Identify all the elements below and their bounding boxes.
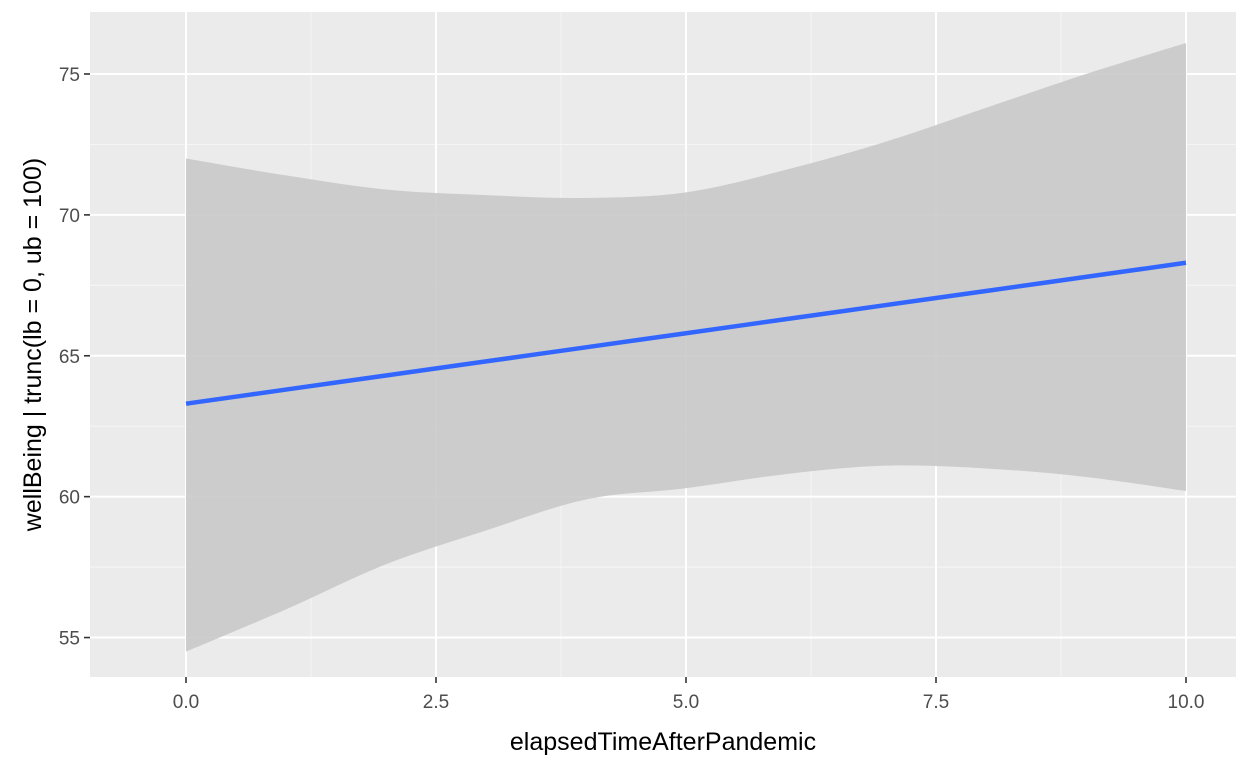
confidence-ribbon (186, 43, 1186, 652)
y-axis-title: wellBeing | trunc(lb = 0, ub = 100) (19, 158, 47, 532)
y-tick-label: 65 (59, 347, 80, 368)
smooth-trend-line (185, 260, 1187, 406)
y-tick-label: 70 (59, 206, 80, 227)
x-tick-label: 5.0 (673, 692, 699, 713)
x-axis: 0.0 2.5 5.0 7.5 10.0 (173, 677, 1205, 713)
x-tick-label: 2.5 (423, 692, 449, 713)
x-tick-label: 0.0 (173, 692, 199, 713)
y-tick-label: 60 (59, 488, 80, 509)
x-axis-title: elapsedTimeAfterPandemic (510, 728, 816, 756)
x-tick-label: 7.5 (923, 692, 949, 713)
y-tick-label: 75 (59, 65, 80, 86)
y-axis: 55 60 65 70 75 (59, 65, 90, 650)
y-tick-label: 55 (59, 629, 80, 650)
x-tick-label: 10.0 (1168, 692, 1205, 713)
